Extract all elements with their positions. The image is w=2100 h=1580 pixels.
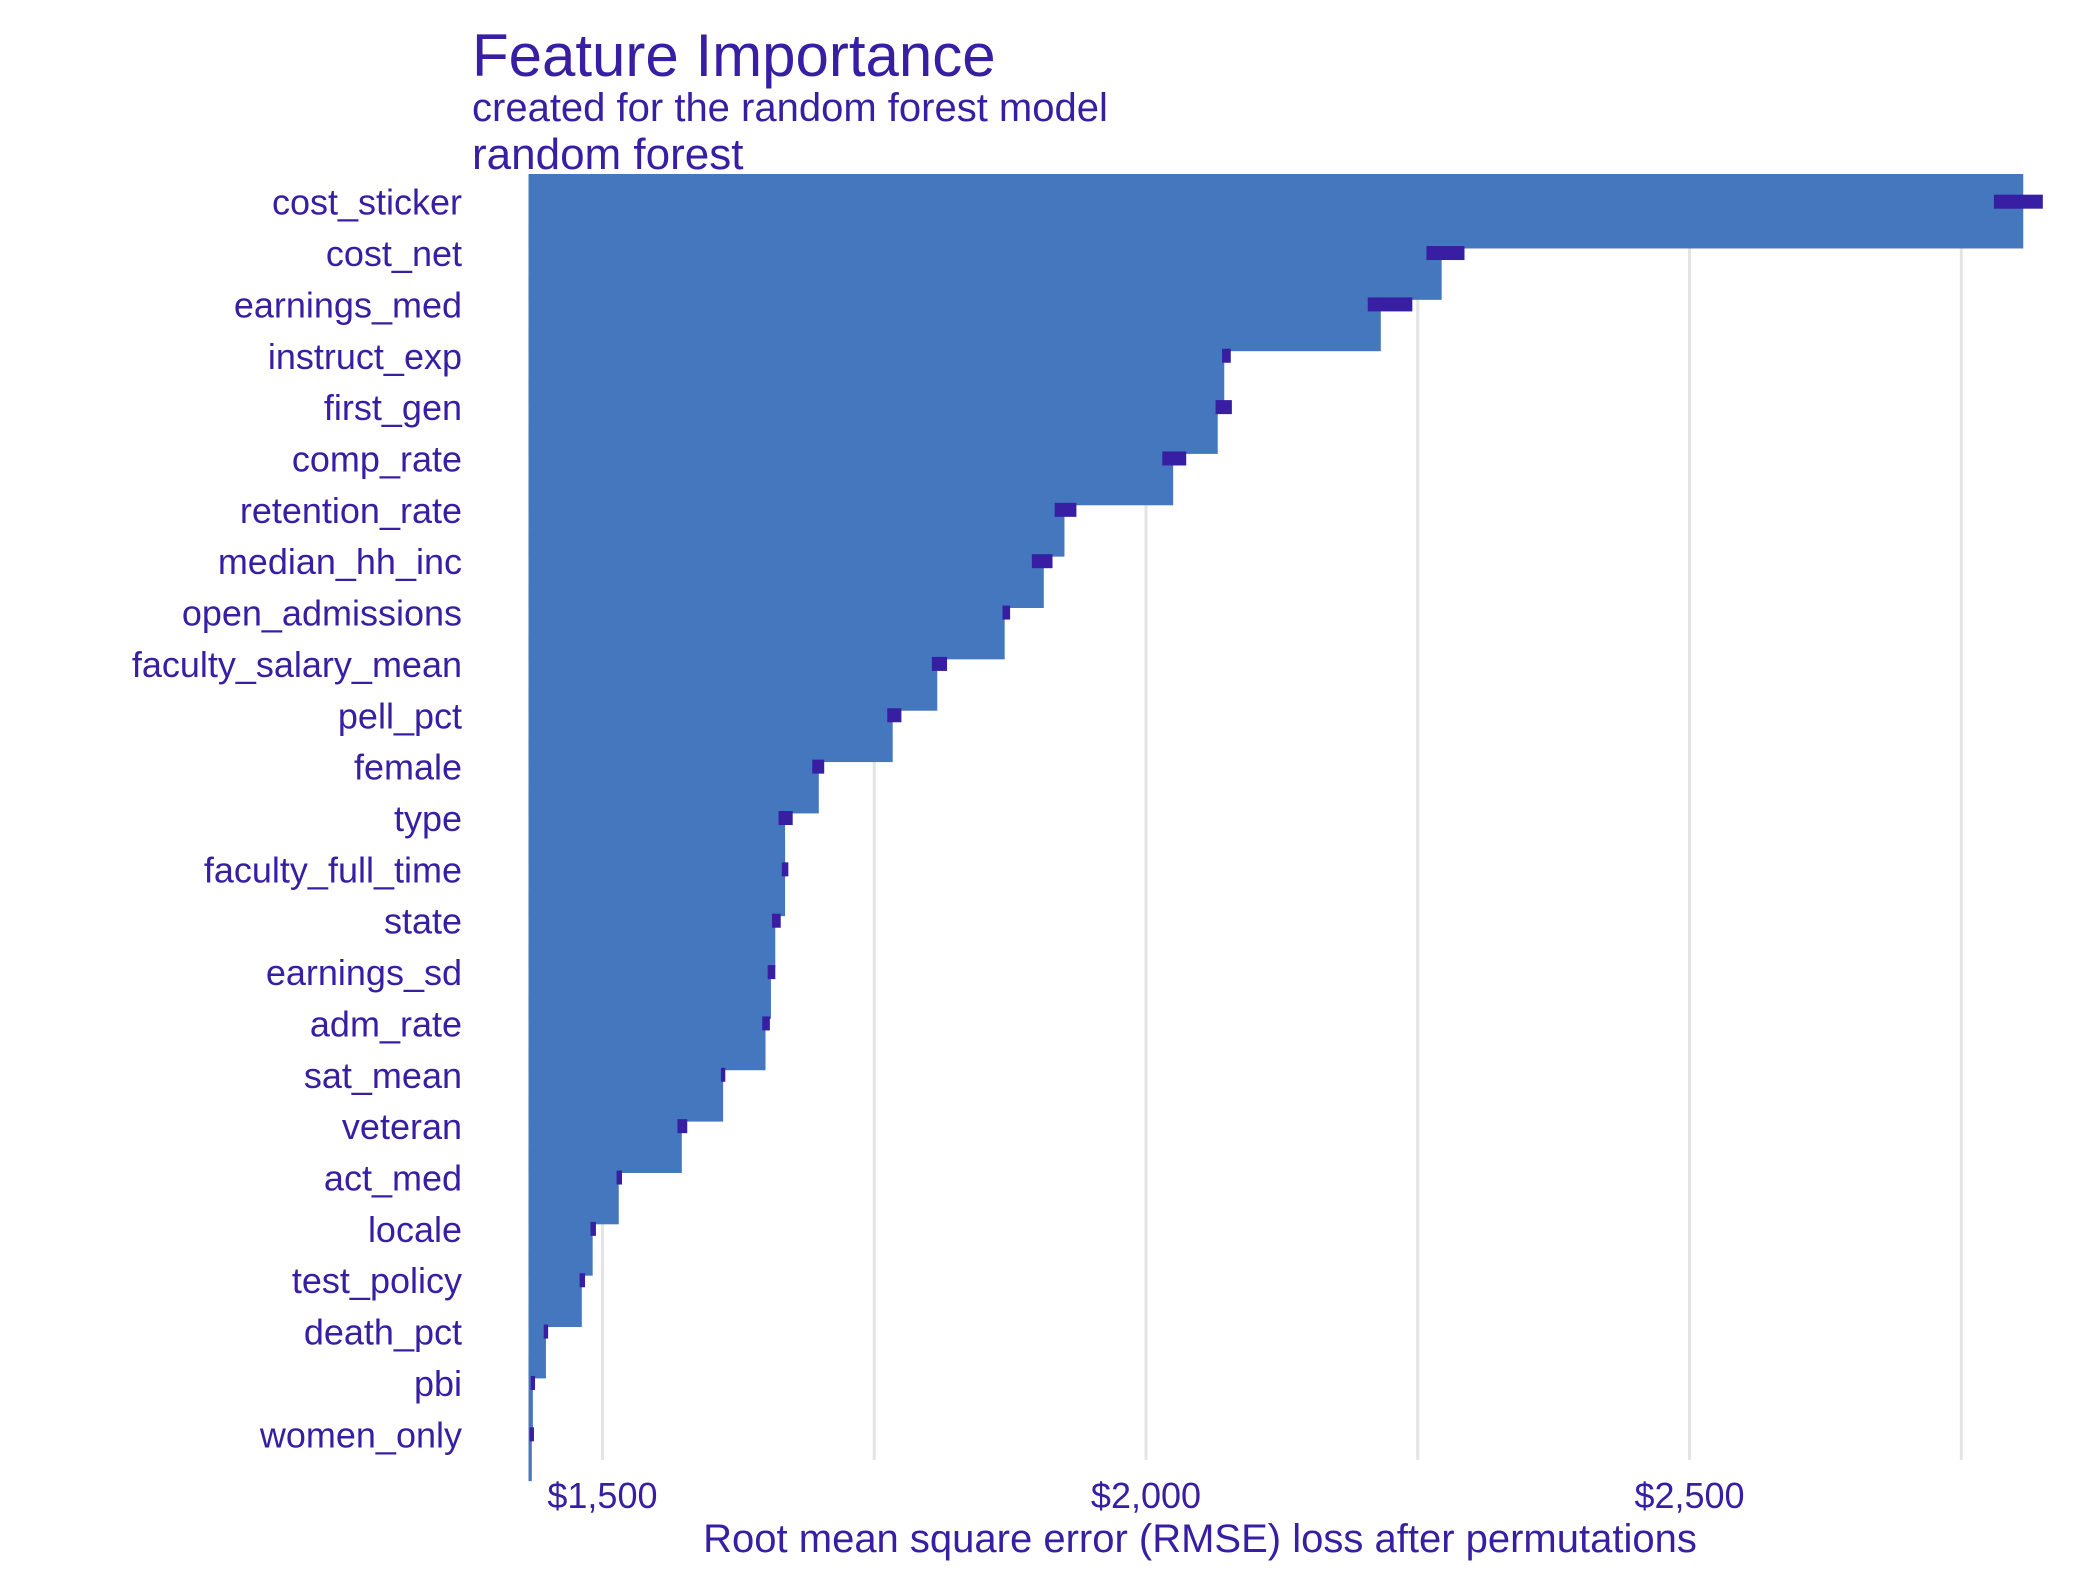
whisker-act_med xyxy=(616,1170,623,1185)
category-label-female: female xyxy=(354,747,462,788)
category-label-open_admissions: open_admissions xyxy=(182,593,462,634)
whisker-women_only xyxy=(529,1427,534,1442)
model-label: random forest xyxy=(472,130,743,179)
category-label-locale: locale xyxy=(368,1209,462,1250)
whisker-open_admissions xyxy=(1002,605,1011,620)
category-label-death_pct: death_pct xyxy=(304,1312,462,1353)
chart-subtitle: created for the random forest model xyxy=(472,86,1108,130)
whisker-faculty_salary_mean xyxy=(931,656,948,671)
whisker-earnings_sd xyxy=(767,965,776,980)
whisker-earnings_med xyxy=(1367,297,1413,312)
whisker-pell_pct xyxy=(887,708,902,723)
category-label-type: type xyxy=(394,798,462,839)
x-tick-label: $1,500 xyxy=(547,1475,657,1516)
bar-layer xyxy=(528,174,2024,1482)
category-label-instruct_exp: instruct_exp xyxy=(268,336,462,377)
category-label-sat_mean: sat_mean xyxy=(304,1055,462,1096)
category-label-veteran: veteran xyxy=(342,1106,462,1147)
whisker-layer xyxy=(529,194,2043,1442)
whisker-retention_rate xyxy=(1054,502,1077,517)
whisker-state xyxy=(772,913,781,928)
whisker-comp_rate xyxy=(1162,451,1187,466)
category-label-act_med: act_med xyxy=(324,1158,462,1199)
whisker-death_pct xyxy=(543,1324,549,1339)
whisker-pbi xyxy=(530,1375,536,1390)
x-tick-label: $2,500 xyxy=(1634,1475,1744,1516)
category-label-earnings_sd: earnings_sd xyxy=(266,952,462,993)
category-label-cost_sticker: cost_sticker xyxy=(272,182,462,223)
chart-title: Feature Importance xyxy=(472,22,996,89)
category-label-median_hh_inc: median_hh_inc xyxy=(218,541,462,582)
category-label-first_gen: first_gen xyxy=(324,387,462,428)
whisker-median_hh_inc xyxy=(1031,554,1053,569)
category-label-adm_rate: adm_rate xyxy=(310,1003,462,1044)
whisker-veteran xyxy=(677,1119,688,1134)
whisker-faculty_full_time xyxy=(781,862,789,877)
bar-pbi xyxy=(528,1355,533,1430)
category-label-pell_pct: pell_pct xyxy=(338,695,462,736)
x-tick-label: $2,000 xyxy=(1091,1475,1201,1516)
category-label-faculty_salary_mean: faculty_salary_mean xyxy=(132,644,462,685)
category-label-layer: cost_sticker cost_net earnings_med instruct… xyxy=(132,182,462,1456)
whisker-instruct_exp xyxy=(1222,348,1231,363)
x-axis-label: Root mean square error (RMSE) loss after… xyxy=(703,1517,1697,1561)
whisker-locale xyxy=(590,1221,596,1236)
whisker-cost_net xyxy=(1426,246,1465,261)
category-label-state: state xyxy=(384,901,462,942)
bar-women_only xyxy=(528,1406,532,1482)
category-label-test_policy: test_policy xyxy=(292,1260,462,1301)
category-label-women_only: women_only xyxy=(259,1414,462,1455)
category-label-cost_net: cost_net xyxy=(326,233,462,274)
category-label-earnings_med: earnings_med xyxy=(234,284,462,325)
category-label-pbi: pbi xyxy=(414,1363,462,1404)
whisker-test_policy xyxy=(579,1273,586,1288)
category-label-faculty_full_time: faculty_full_time xyxy=(204,849,462,890)
category-label-retention_rate: retention_rate xyxy=(240,490,462,531)
whisker-type xyxy=(778,811,793,825)
whisker-sat_mean xyxy=(720,1067,726,1082)
whisker-female xyxy=(812,759,825,774)
whisker-adm_rate xyxy=(762,1016,770,1031)
whisker-first_gen xyxy=(1215,400,1232,415)
whisker-cost_sticker xyxy=(1993,194,2043,209)
x-tick-layer: $1,500 $2,000 $2,500 xyxy=(547,1475,1744,1516)
category-label-comp_rate: comp_rate xyxy=(292,438,462,479)
